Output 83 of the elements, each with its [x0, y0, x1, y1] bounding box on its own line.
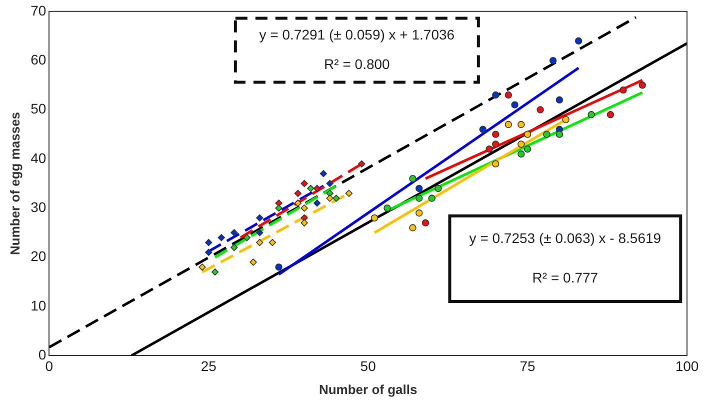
point: [268, 238, 276, 246]
y-tick-label: 0: [38, 346, 46, 362]
point: [556, 130, 564, 138]
point: [511, 101, 518, 108]
point: [307, 184, 314, 192]
point: [256, 229, 264, 236]
point: [243, 234, 250, 242]
y-tick-label: 50: [30, 100, 46, 117]
point: [230, 229, 238, 236]
x-tick-label: 100: [675, 358, 699, 374]
point: [518, 140, 525, 148]
point: [638, 82, 646, 89]
point: [620, 86, 627, 94]
point: [211, 268, 219, 276]
point: [434, 184, 442, 192]
point: [326, 180, 334, 188]
point: [492, 130, 500, 138]
point: [606, 111, 614, 118]
point: [492, 160, 500, 168]
y-tick-label: 70: [30, 2, 46, 18]
y-axis-title: Number of egg masses: [7, 112, 22, 256]
point: [416, 184, 423, 192]
point: [416, 194, 423, 202]
point: [320, 170, 328, 178]
point: [422, 219, 430, 226]
x-tick-label: 25: [200, 358, 217, 374]
point: [332, 194, 340, 202]
point: [326, 194, 334, 202]
point: [384, 204, 391, 212]
point: [479, 126, 486, 134]
point: [504, 120, 512, 128]
point: [416, 209, 423, 217]
point: [524, 145, 532, 153]
annotation: R² = 0.777: [532, 269, 598, 286]
point: [358, 160, 366, 168]
point: [524, 130, 532, 138]
x-tick-label: 50: [360, 358, 376, 374]
annotation: y = 0.7291 (± 0.059) x + 1.7036: [259, 26, 455, 42]
point: [492, 140, 500, 148]
point: [492, 91, 500, 99]
y-tick-label: 30: [30, 198, 46, 215]
point: [574, 37, 582, 45]
annotation: R² = 0.800: [324, 56, 390, 72]
point: [205, 238, 212, 246]
y-tick-label: 10: [30, 297, 46, 314]
y-tick-label: 40: [30, 150, 46, 166]
point: [275, 200, 282, 207]
point: [409, 174, 416, 182]
point: [275, 204, 282, 212]
y-tick-label: 60: [30, 51, 46, 68]
point: [300, 219, 308, 226]
x-tick-label: 75: [520, 358, 536, 374]
point: [562, 116, 570, 124]
point: [275, 263, 282, 271]
point: [313, 200, 321, 207]
point: [428, 194, 436, 202]
point: [588, 111, 595, 118]
y-tick-label: 20: [30, 248, 46, 264]
point: [409, 224, 416, 232]
point: [230, 244, 238, 252]
point: [198, 263, 206, 271]
point: [486, 145, 493, 153]
point: [543, 130, 550, 138]
point: [294, 190, 302, 197]
x-axis-title: Number of galls: [318, 382, 418, 397]
point: [556, 96, 564, 104]
point: [300, 180, 308, 188]
point: [345, 190, 353, 197]
point: [256, 214, 264, 222]
point: [300, 204, 308, 212]
point: [256, 238, 264, 246]
point: [313, 184, 321, 192]
point: [250, 258, 257, 266]
point: [504, 91, 512, 99]
point: [549, 56, 557, 64]
point: [326, 190, 334, 197]
point: [536, 106, 544, 114]
point: [518, 150, 525, 158]
annotation: y = 0.7253 (± 0.063) x - 8.5619: [469, 230, 662, 246]
point: [518, 120, 525, 128]
point: [218, 234, 225, 242]
point: [205, 248, 212, 256]
point: [370, 214, 378, 222]
